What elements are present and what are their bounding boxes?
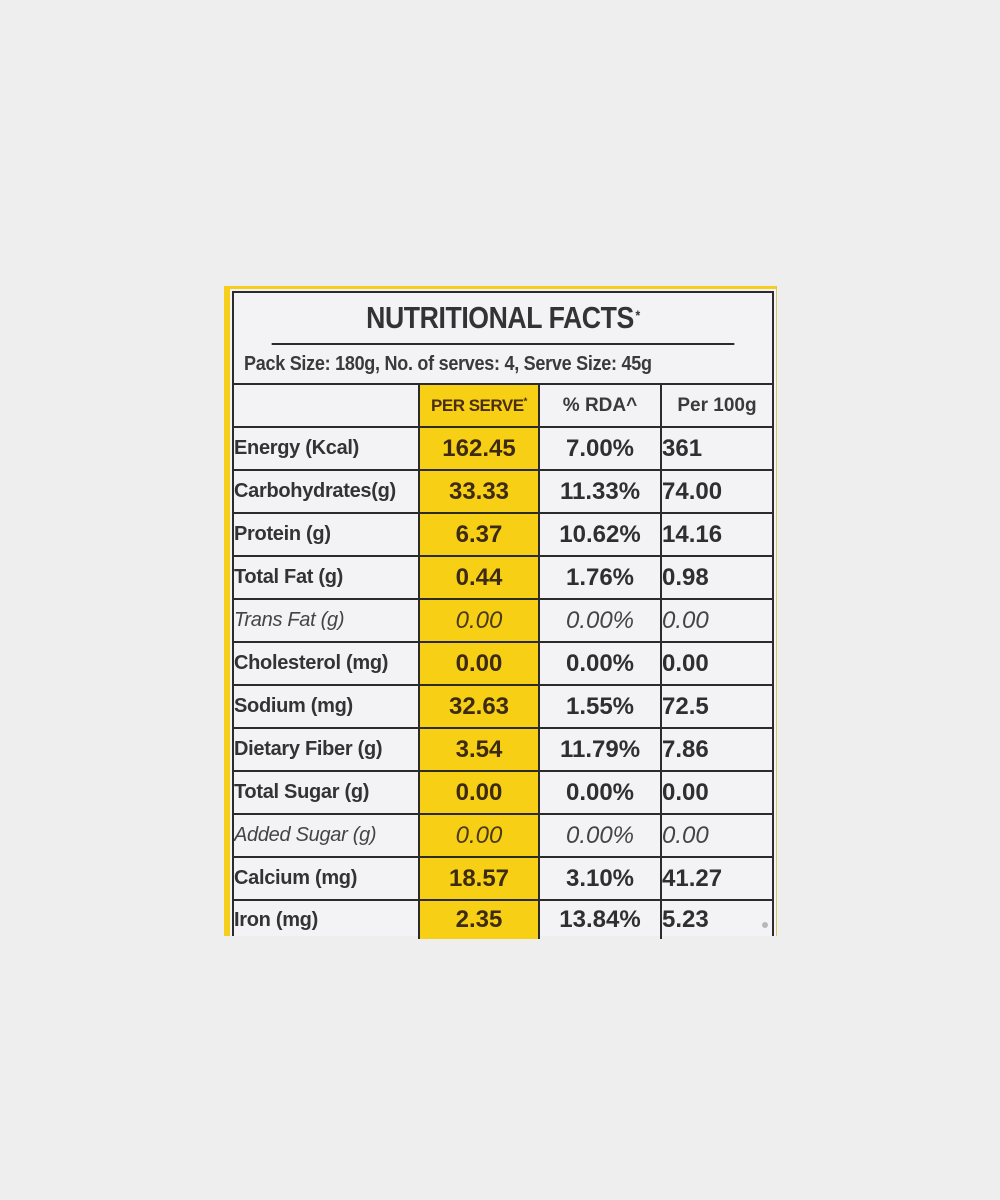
nutrient-name: Energy (Kcal) [234, 427, 420, 471]
pack-info: Pack Size: 180g, No. of serves: 4, Serve… [234, 345, 772, 385]
per-serve-value: 162.45 [419, 427, 540, 471]
per-100g-value: 0.98 [661, 556, 772, 600]
per-100g-value: 361 [661, 427, 772, 471]
per-100g-value: 7.86 [661, 728, 772, 772]
per-100g-value: 72.5 [661, 685, 772, 729]
nutrient-name: Iron (mg) [234, 900, 420, 939]
rda-value: 7.00% [539, 427, 662, 471]
per-serve-value: 18.57 [419, 857, 540, 901]
header-per-serve-asterisk: * [523, 395, 528, 407]
per-serve-value: 0.00 [419, 599, 540, 643]
per-100g-value: 0.00 [661, 771, 772, 815]
table-row: Sodium (mg) 32.63 1.55% 72.5 [234, 685, 772, 729]
print-speck [762, 922, 768, 928]
nutrition-label: NUTRITIONAL FACTS * Pack Size: 180g, No. … [224, 286, 776, 939]
per-serve-value: 0.44 [419, 556, 540, 600]
rda-value: 0.00% [539, 814, 662, 858]
header-rda: % RDA^ [539, 385, 662, 428]
nutrient-name: Sodium (mg) [234, 685, 420, 729]
nutrient-name: Total Sugar (g) [234, 771, 420, 815]
per-serve-value: 0.00 [419, 814, 540, 858]
header-per-serve-text: PER SERVE [431, 395, 524, 415]
rda-value: 13.84% [539, 900, 662, 939]
pack-info-text: Pack Size: 180g, No. of serves: 4, Serve… [244, 352, 652, 375]
per-serve-value: 0.00 [419, 771, 540, 815]
title-asterisk: * [635, 307, 641, 323]
table-row: Energy (Kcal) 162.45 7.00% 361 [234, 427, 772, 471]
table-row: Iron (mg) 2.35 13.84% 5.23 [234, 900, 772, 939]
nutrient-name: Calcium (mg) [234, 857, 420, 901]
rda-value: 0.00% [539, 599, 662, 643]
per-serve-value: 2.35 [419, 900, 540, 939]
rda-value: 0.00% [539, 642, 662, 686]
per-serve-value: 3.54 [419, 728, 540, 772]
table-row: Total Sugar (g) 0.00 0.00% 0.00 [234, 771, 772, 815]
per-serve-value: 33.33 [419, 470, 540, 514]
nutrient-name: Cholesterol (mg) [234, 642, 420, 686]
rda-value: 1.76% [539, 556, 662, 600]
nutrient-name: Added Sugar (g) [234, 814, 420, 858]
table-row: Added Sugar (g) 0.00 0.00% 0.00 [234, 814, 772, 858]
per-100g-value: 14.16 [661, 513, 772, 557]
header-per-serve: PER SERVE* [419, 385, 540, 428]
per-serve-value: 32.63 [419, 685, 540, 729]
rda-value: 11.33% [539, 470, 662, 514]
per-serve-value: 0.00 [419, 642, 540, 686]
nutrition-table-frame: NUTRITIONAL FACTS * Pack Size: 180g, No. … [232, 291, 774, 939]
rda-value: 11.79% [539, 728, 662, 772]
label-title: NUTRITIONAL FACTS * [271, 293, 735, 345]
nutrition-table: PER SERVE* % RDA^ Per 100g Energy (Kcal)… [234, 385, 772, 939]
rda-value: 0.00% [539, 771, 662, 815]
nutrient-name: Carbohydrates(g) [234, 470, 420, 514]
per-100g-value: 0.00 [661, 814, 772, 858]
title-text: NUTRITIONAL FACTS [366, 300, 634, 335]
per-100g-value: 0.00 [661, 599, 772, 643]
per-100g-value: 5.23 [662, 906, 709, 933]
per-100g-value: 74.00 [661, 470, 772, 514]
nutrient-name: Dietary Fiber (g) [234, 728, 420, 772]
table-row: Total Fat (g) 0.44 1.76% 0.98 [234, 556, 772, 600]
table-header-row: PER SERVE* % RDA^ Per 100g [234, 385, 772, 428]
per-serve-value: 6.37 [419, 513, 540, 557]
table-row: Cholesterol (mg) 0.00 0.00% 0.00 [234, 642, 772, 686]
nutrient-name: Total Fat (g) [234, 556, 420, 600]
per-100g-value: 41.27 [661, 857, 772, 901]
header-nutrient [234, 385, 420, 428]
table-row: Protein (g) 6.37 10.62% 14.16 [234, 513, 772, 557]
nutrient-name: Protein (g) [234, 513, 420, 557]
per-100g-value: 0.00 [661, 642, 772, 686]
table-row: Trans Fat (g) 0.00 0.00% 0.00 [234, 599, 772, 643]
rda-value: 1.55% [539, 685, 662, 729]
table-row: Carbohydrates(g) 33.33 11.33% 74.00 [234, 470, 772, 514]
table-row: Dietary Fiber (g) 3.54 11.79% 7.86 [234, 728, 772, 772]
nutrient-name: Trans Fat (g) [234, 599, 420, 643]
header-per-100g: Per 100g [661, 385, 772, 428]
table-row: Calcium (mg) 18.57 3.10% 41.27 [234, 857, 772, 901]
rda-value: 10.62% [539, 513, 662, 557]
rda-value: 3.10% [539, 857, 662, 901]
